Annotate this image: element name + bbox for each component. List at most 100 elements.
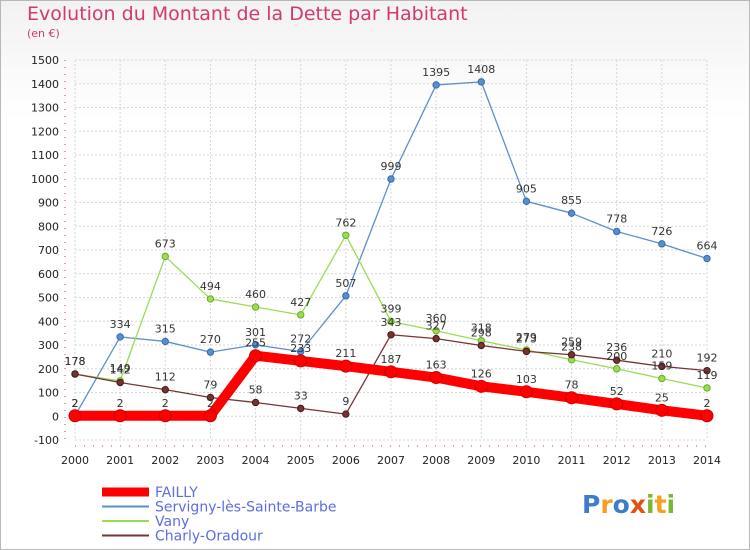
data-point (429, 371, 443, 385)
data-label: 79 (203, 378, 217, 391)
data-label: 78 (565, 379, 579, 392)
y-tick-label: 1200 (31, 125, 59, 138)
data-point (432, 334, 440, 343)
x-tick-label: 2007 (377, 454, 405, 467)
data-label: 112 (155, 371, 176, 384)
data-point (700, 409, 714, 423)
data-point (297, 404, 305, 413)
y-tick-label: 800 (38, 220, 59, 233)
data-label: 25 (655, 391, 669, 404)
data-point (658, 240, 666, 248)
data-label: 192 (697, 352, 718, 365)
data-label: 200 (606, 350, 627, 363)
data-label: 460 (245, 288, 266, 301)
data-point (613, 227, 621, 236)
data-label: 2 (704, 397, 711, 410)
y-tick-label: 900 (38, 197, 59, 210)
y-tick-label: 1300 (31, 102, 59, 115)
x-tick-label: 2001 (106, 454, 134, 467)
y-tick-label: 600 (38, 268, 59, 281)
data-point (294, 354, 308, 368)
data-label: 664 (697, 240, 718, 253)
x-tick-label: 2003 (196, 454, 224, 467)
legend-label: Vany (155, 514, 189, 530)
data-point (251, 398, 260, 407)
legend-label: Charly-Oradour (155, 529, 263, 545)
data-point (703, 384, 711, 392)
data-point (658, 362, 666, 371)
y-tick-label: 700 (38, 244, 59, 257)
chart-title: Evolution du Montant de la Dette par Hab… (27, 3, 468, 25)
x-tick-label: 2009 (467, 454, 495, 467)
x-tick-label: 2008 (422, 454, 450, 467)
data-point (387, 317, 395, 326)
data-label: 259 (561, 336, 582, 349)
data-point (161, 337, 169, 346)
x-tick-label: 2000 (61, 454, 89, 467)
y-tick-label: 1000 (31, 173, 59, 186)
data-point (116, 333, 124, 341)
logo-letter: i (646, 490, 655, 519)
data-label: 178 (65, 355, 86, 368)
data-point (474, 379, 488, 393)
data-point (655, 403, 669, 417)
data-label: 315 (155, 322, 176, 335)
data-point (658, 374, 666, 383)
data-label: 149 (110, 362, 131, 375)
x-tick-label: 2010 (512, 454, 540, 467)
data-point (68, 409, 82, 423)
data-label: 255 (245, 337, 266, 350)
data-label: 2 (72, 397, 79, 410)
data-label: 163 (426, 359, 447, 372)
data-label: 334 (110, 318, 131, 331)
data-point (567, 351, 576, 359)
data-label: 58 (249, 383, 263, 396)
data-point (297, 311, 305, 319)
data-point (158, 409, 172, 423)
data-label: 272 (290, 333, 311, 346)
x-tick-label: 2014 (693, 454, 721, 467)
y-tick-label: 200 (38, 363, 59, 376)
data-label: 327 (426, 320, 447, 333)
legend-label: FAILLY (155, 485, 198, 501)
data-label: 1395 (422, 66, 450, 79)
data-point (203, 409, 217, 423)
y-tick-label: 500 (38, 292, 59, 305)
data-point (251, 303, 260, 311)
y-tick-label: 100 (38, 387, 59, 400)
x-tick-label: 2002 (151, 454, 179, 467)
data-label: 2 (72, 397, 79, 410)
data-point (703, 254, 711, 263)
data-point (567, 209, 576, 217)
data-point (206, 348, 215, 356)
x-tick-label: 2013 (648, 454, 676, 467)
chart-subtitle: (en €) (27, 27, 60, 40)
data-label: 33 (294, 389, 308, 402)
data-label: 211 (335, 347, 356, 360)
y-tick-label: 1500 (31, 54, 59, 67)
data-label: 9 (342, 395, 349, 408)
data-label: 301 (245, 326, 266, 339)
logo-letter: i (666, 490, 676, 519)
data-label: 318 (471, 322, 492, 335)
logo-letter: o (612, 490, 630, 519)
data-point (387, 331, 395, 339)
data-label: 2 (207, 397, 214, 410)
data-label: 210 (651, 347, 672, 360)
y-tick-label: 400 (38, 315, 59, 328)
data-label: 119 (697, 369, 718, 382)
x-tick-label: 2004 (242, 454, 270, 467)
logo-letter: x (629, 490, 646, 519)
data-point (342, 231, 350, 239)
data-label: 2 (162, 397, 169, 410)
data-label: 1408 (467, 63, 495, 76)
x-tick-label: 2012 (603, 454, 631, 467)
data-label: 427 (290, 296, 311, 309)
data-point (384, 365, 398, 379)
data-label: 142 (110, 364, 131, 377)
data-label: 494 (200, 280, 221, 293)
data-point (342, 292, 350, 300)
data-point (522, 197, 531, 206)
